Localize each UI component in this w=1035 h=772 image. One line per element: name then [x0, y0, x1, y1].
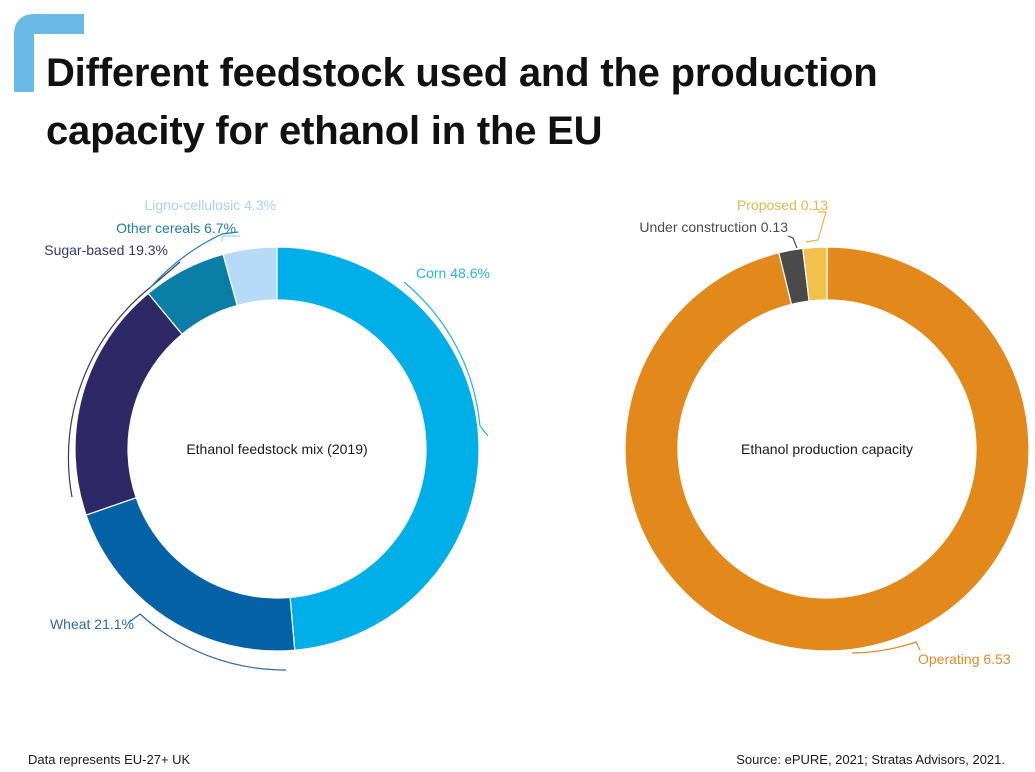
feedstock-donut-chart: Corn 48.6% Wheat 21.1% Sugar-based 19.3% Ot… — [44, 197, 490, 671]
donut-slice-proposed — [802, 246, 828, 302]
page-title-line-2: capacity for ethanol in the EU — [46, 109, 603, 153]
label-leader-under-construction — [787, 235, 798, 249]
slice-label-under-construction: Under construction 0.13 — [639, 219, 788, 235]
label-leader-corn — [403, 281, 489, 437]
donut-slice-operating — [624, 246, 1030, 652]
label-leader-wheat — [127, 613, 287, 671]
label-leader-ligno-cellulosic — [221, 235, 240, 242]
slice-label-operating: Operating 6.53 — [918, 651, 1011, 667]
page-title: Different feedstock used and the product… — [46, 44, 878, 160]
label-leader-proposed — [805, 211, 827, 243]
donut-center-label: Ethanol feedstock mix (2019) — [186, 441, 367, 457]
footnote: Data represents EU-27+ UK — [28, 752, 191, 767]
label-leader-operating — [851, 641, 921, 654]
source-note: Source: ePURE, 2021; Stratas Advisors, 2… — [736, 752, 1005, 767]
label-leader-sugar-based — [67, 261, 181, 498]
donut-center-label: Ethanol production capacity — [741, 441, 913, 457]
slice-label-ligno-cellulosic: Ligno-cellulosic 4.3% — [144, 197, 276, 213]
label-leader-other-cereals — [149, 231, 239, 289]
charts-canvas: Corn 48.6% Wheat 21.1% Sugar-based 19.3% Ot… — [44, 197, 1030, 671]
donut-slice-corn — [276, 246, 480, 651]
slice-label-corn: Corn 48.6% — [416, 265, 490, 281]
slice-label-sugar-based: Sugar-based 19.3% — [44, 242, 168, 258]
title-accent-bracket — [14, 14, 84, 92]
capacity-donut-chart: Operating 6.53 Under construction 0.13 Pro… — [624, 197, 1030, 667]
donut-slice-sugar-based — [74, 292, 183, 516]
slice-label-wheat: Wheat 21.1% — [50, 616, 134, 632]
slice-label-other-cereals: Other cereals 6.7% — [116, 220, 236, 236]
slice-label-proposed: Proposed 0.13 — [737, 197, 828, 213]
donut-slice-ligno-cellulosic — [222, 246, 278, 307]
page-title-line-1: Different feedstock used and the product… — [46, 51, 878, 95]
